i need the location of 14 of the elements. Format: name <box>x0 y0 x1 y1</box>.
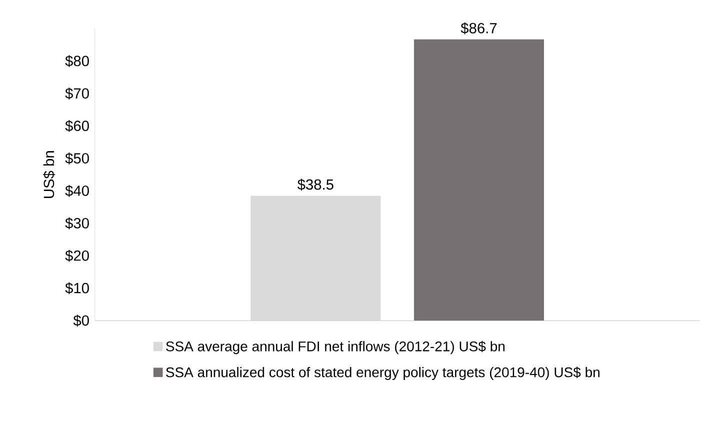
y-tick-label: $30 <box>65 217 89 230</box>
y-tick-label: $50 <box>65 152 89 164</box>
y-axis-title: US$ bn <box>43 151 56 198</box>
y-tick-label: $10 <box>65 282 89 294</box>
y-tick-label: $40 <box>65 184 89 197</box>
legend-label: SSA average annual FDI net inflows (2012-21) US$ bn <box>166 340 505 354</box>
y-tick-label: $20 <box>65 250 89 262</box>
y-tick-label: $80 <box>65 55 89 68</box>
y-tick-label: $70 <box>65 88 89 100</box>
data-label: $86.7 <box>460 22 497 34</box>
y-tick-label: $0 <box>73 314 89 327</box>
legend-label: SSA annualized cost of stated energy policy targets (2019-40) US$ bn <box>166 366 600 380</box>
y-tick-label: $60 <box>65 120 89 132</box>
data-label: $38.5 <box>297 178 334 191</box>
